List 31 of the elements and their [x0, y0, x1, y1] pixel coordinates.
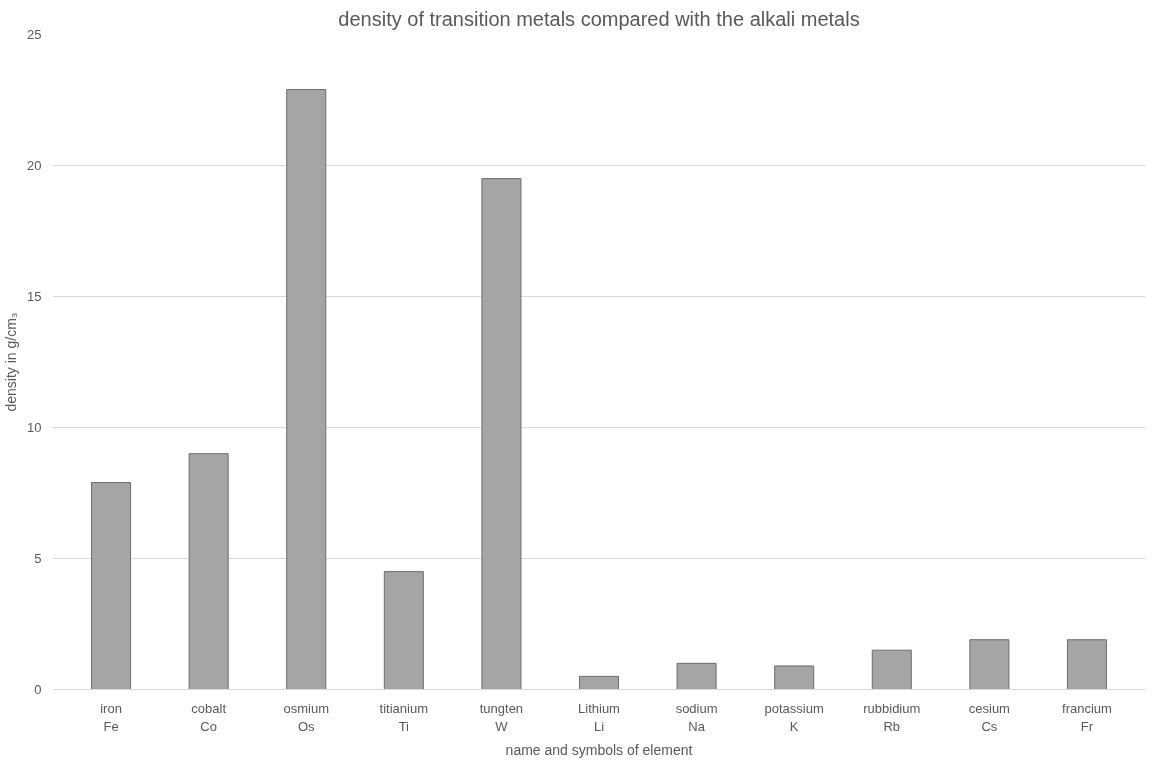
y-tick-label: 0: [34, 682, 42, 697]
x-tick-label: cesium Cs: [968, 700, 1010, 734]
bar: [481, 178, 522, 690]
x-axis-title: name and symbols of element: [505, 741, 693, 758]
x-tick-label: potassium K: [764, 700, 824, 734]
y-tick-label: 25: [27, 27, 42, 42]
bar: [286, 89, 327, 690]
x-tick-label: francium Fr: [1062, 700, 1112, 734]
bar: [383, 571, 424, 690]
x-tick-label: iron Fe: [100, 700, 122, 734]
bar: [91, 482, 132, 690]
bar: [676, 662, 717, 690]
bar: [1066, 639, 1107, 690]
x-tick-label: sodium Na: [675, 700, 718, 734]
chart-title: density of transition metals compared with the alkali metals: [338, 7, 860, 30]
y-axis-title: density in g/cm₃: [3, 312, 20, 412]
x-tick-label: cobalt Co: [191, 700, 227, 734]
x-tick-label: tungten W: [479, 700, 524, 734]
bar: [188, 453, 229, 690]
x-tick-label: titianium Ti: [379, 700, 429, 734]
x-tick-label: rubbidium Rb: [863, 700, 921, 734]
x-tick-label: osmium Os: [283, 700, 329, 734]
bar: [969, 639, 1010, 690]
bar: [774, 665, 815, 690]
y-tick-label: 15: [27, 289, 42, 304]
bar: [871, 649, 912, 690]
y-tick-label: 5: [34, 551, 42, 566]
bar: [578, 675, 620, 690]
y-tick-label: 20: [27, 158, 42, 173]
y-tick-label: 10: [27, 420, 42, 435]
x-tick-label: Lithium Li: [578, 700, 620, 734]
